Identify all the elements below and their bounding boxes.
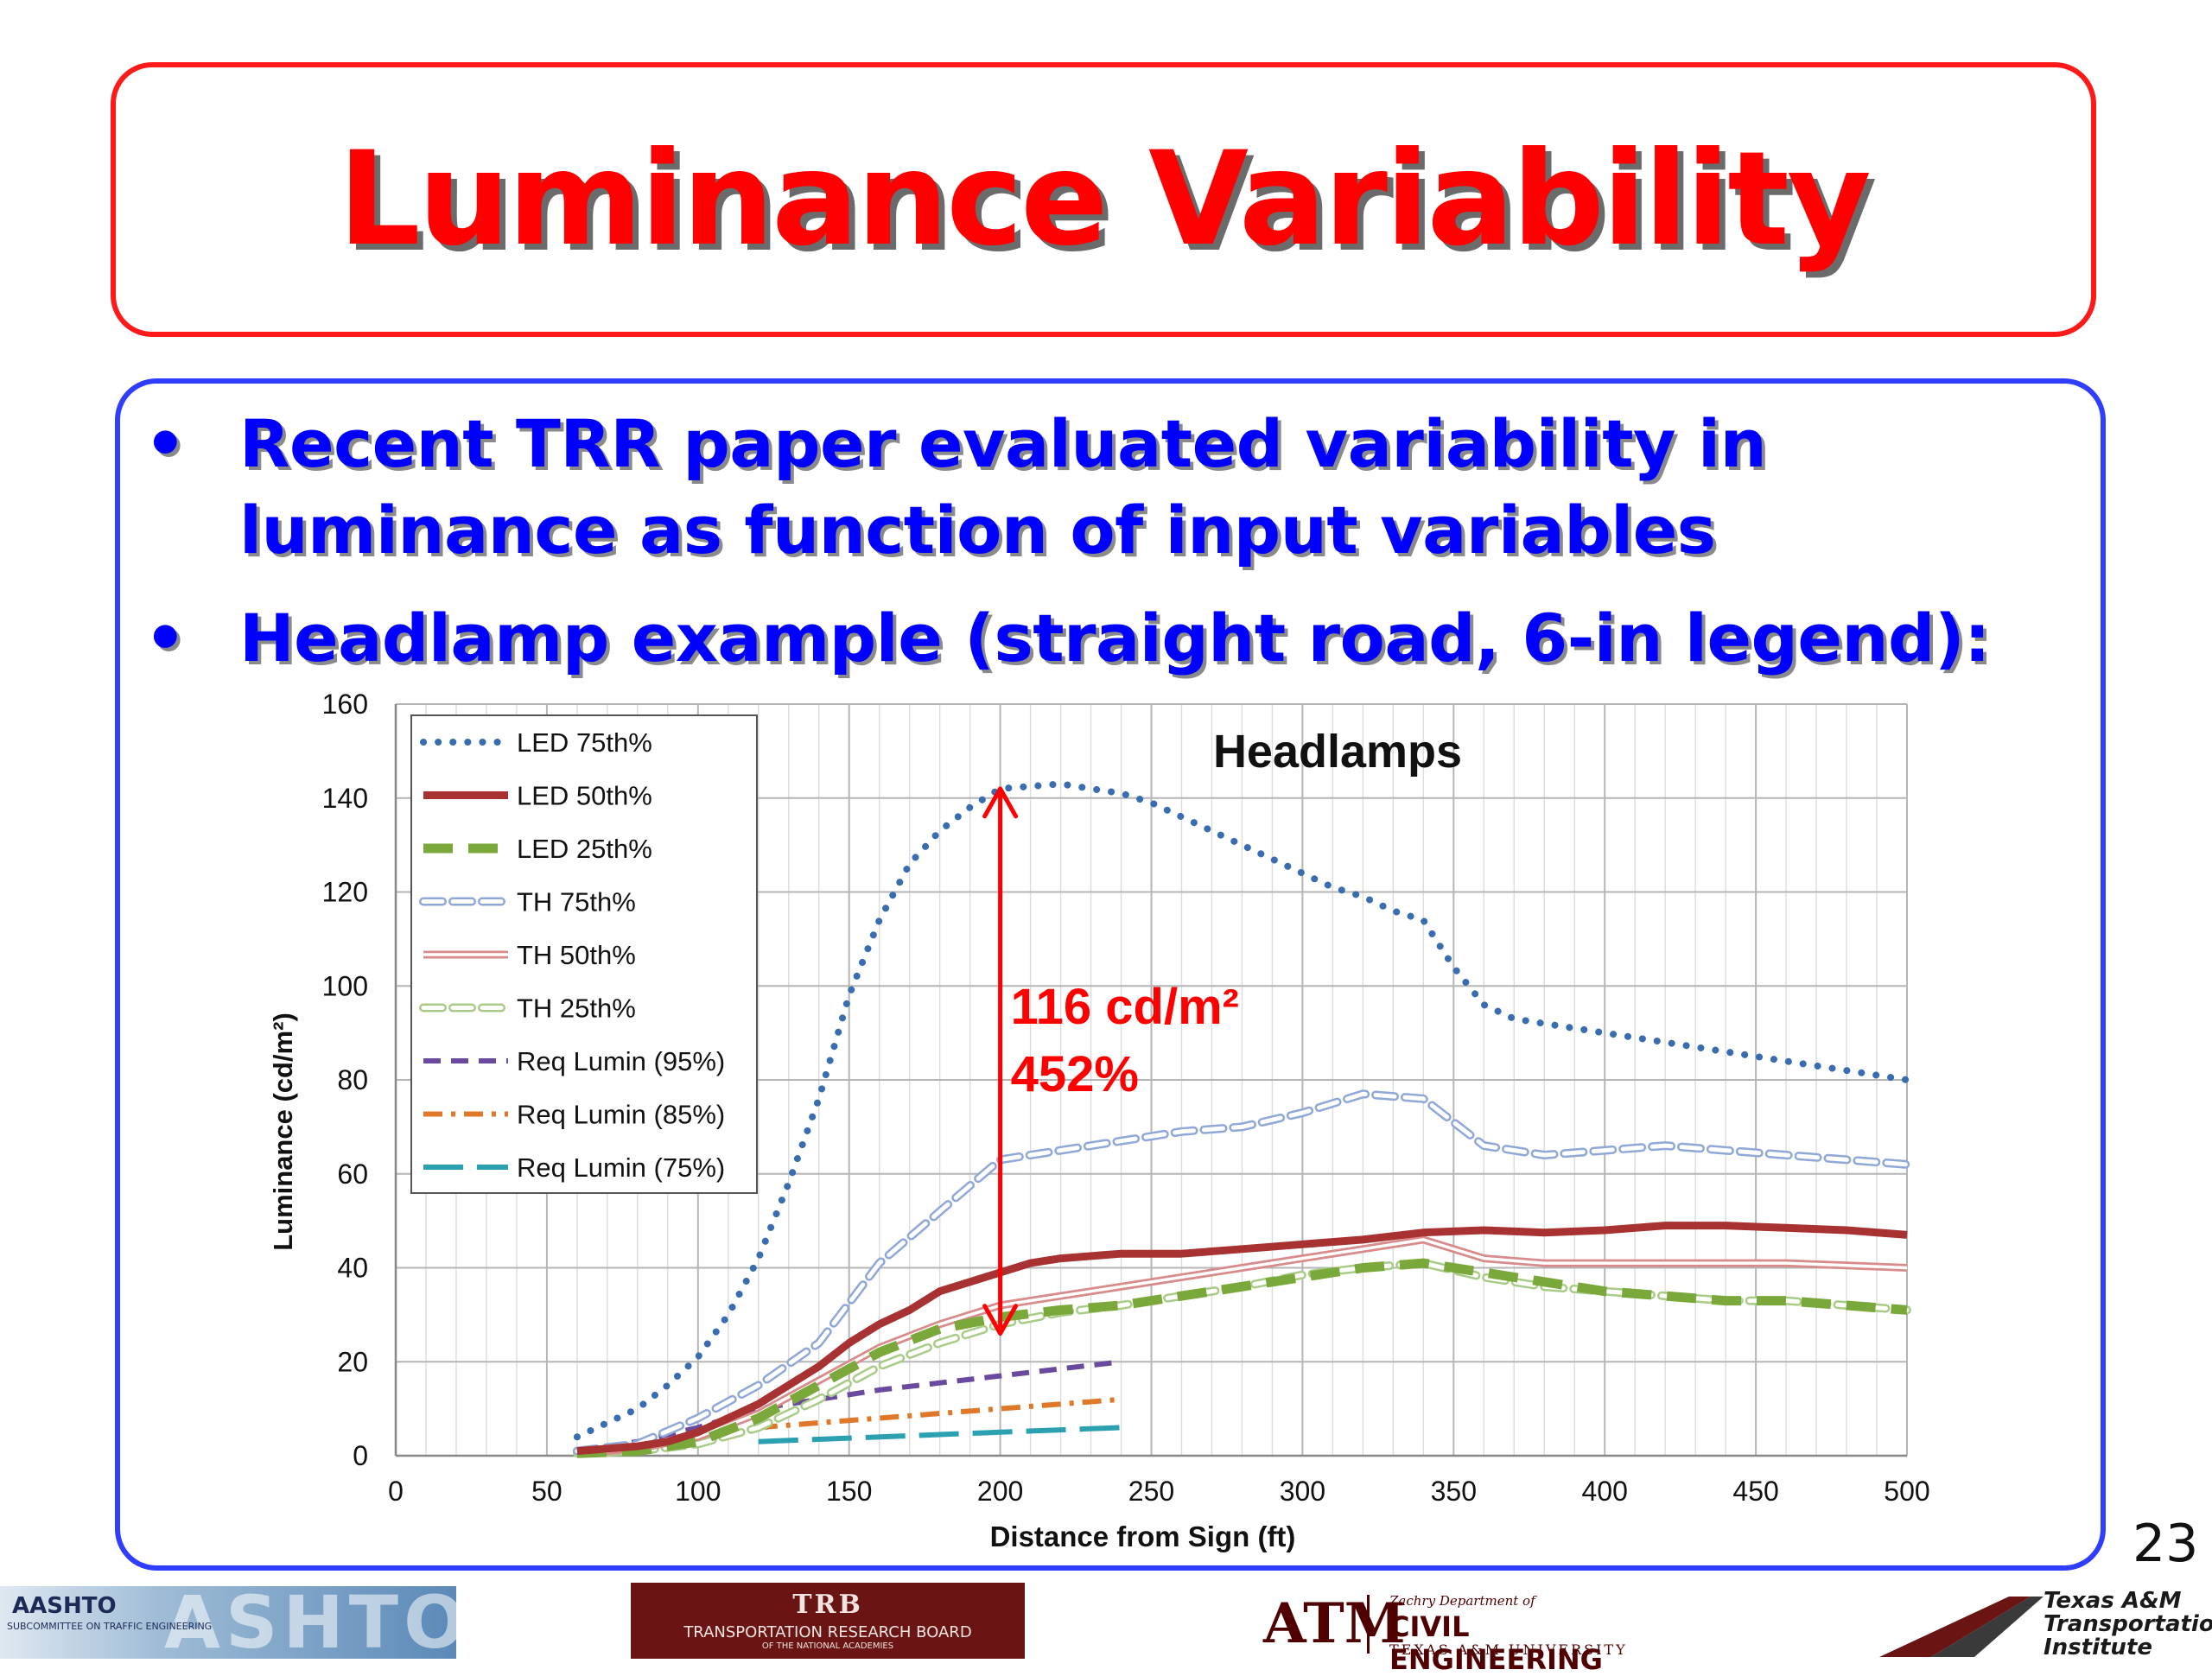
series-line bbox=[758, 1425, 1122, 1444]
bullet-2-text: Headlamp example (straight road, 6-in le… bbox=[239, 600, 1991, 676]
series-line bbox=[575, 1091, 1910, 1454]
trb-main-text: TRB bbox=[792, 1590, 863, 1620]
legend-label: Req Lumin (95%) bbox=[517, 1046, 725, 1076]
bullet-dot-icon: • bbox=[144, 405, 187, 482]
x-tick-label: 200 bbox=[977, 1476, 1023, 1507]
series-req-lumin-75 bbox=[758, 1425, 1122, 1444]
x-tick-label: 450 bbox=[1732, 1476, 1778, 1507]
annotation-arrowhead-bottom bbox=[982, 1304, 1019, 1336]
y-tick-label: 80 bbox=[337, 1064, 368, 1095]
y-tick-label: 100 bbox=[322, 970, 368, 1001]
series-th-75th bbox=[572, 1089, 1911, 1456]
tti-road-icon bbox=[1879, 1597, 2044, 1657]
bullet-1-text-2: luminance as function of input variables bbox=[239, 492, 1716, 568]
x-tick-label: 0 bbox=[388, 1476, 404, 1507]
aashto-sub-text: SUBCOMMITTEE ON TRAFFIC ENGINEERING bbox=[7, 1621, 213, 1632]
legend-label: Req Lumin (85%) bbox=[517, 1100, 725, 1130]
aashto-main-text: AASHTO bbox=[12, 1593, 117, 1619]
legend-label: TH 25th% bbox=[517, 994, 636, 1024]
series-line bbox=[576, 1222, 1908, 1456]
tamu-divider bbox=[1367, 1595, 1370, 1654]
y-tick-label: 40 bbox=[337, 1253, 368, 1284]
legend-label: LED 75th% bbox=[517, 727, 652, 758]
series-led-25th bbox=[576, 1258, 1908, 1458]
bullet-dot-icon: • bbox=[144, 600, 187, 676]
legend-label: TH 75th% bbox=[517, 887, 636, 917]
tamu-line-1: Zachry Department of bbox=[1389, 1593, 1535, 1609]
tamu-mark: ATM bbox=[1263, 1591, 1406, 1656]
y-tick-label: 0 bbox=[353, 1440, 368, 1471]
chart-title: Headlamps bbox=[1213, 726, 1462, 778]
slide-title: Luminance Variability bbox=[338, 124, 1872, 275]
x-tick-label: 150 bbox=[826, 1476, 872, 1507]
tti-line-3: Institute bbox=[2044, 1635, 2153, 1660]
x-tick-label: 300 bbox=[1280, 1476, 1325, 1507]
y-tick-label: 160 bbox=[322, 689, 368, 720]
x-tick-label: 500 bbox=[1884, 1476, 1929, 1507]
legend-label: LED 50th% bbox=[517, 781, 652, 811]
y-axis-label: Luminance (cd/m²) bbox=[268, 1013, 298, 1251]
page-number: 23 bbox=[2133, 1514, 2199, 1574]
legend-label: TH 50th% bbox=[517, 940, 636, 970]
legend-label: LED 25th% bbox=[517, 834, 652, 864]
tamu-line-3: TEXAS A&M UNIVERSITY bbox=[1389, 1641, 1628, 1658]
x-tick-label: 400 bbox=[1582, 1476, 1628, 1507]
x-axis-label: Distance from Sign (ft) bbox=[990, 1520, 1296, 1552]
aashto-logo: ASHTO AASHTO SUBCOMMITTEE ON TRAFFIC ENG… bbox=[0, 1586, 466, 1659]
y-tick-label: 20 bbox=[337, 1346, 368, 1377]
tti-line-1: Texas A&M bbox=[2044, 1588, 2182, 1614]
trb-sub2-text: OF THE NATIONAL ACADEMIES bbox=[761, 1641, 894, 1651]
x-tick-label: 350 bbox=[1431, 1476, 1477, 1507]
tti-line-2: Transportation bbox=[2044, 1611, 2212, 1637]
x-tick-label: 50 bbox=[531, 1476, 563, 1507]
series-line bbox=[573, 780, 1910, 1441]
series-req-lumin-85 bbox=[758, 1396, 1122, 1431]
x-tick-label: 100 bbox=[675, 1476, 721, 1507]
trb-logo: TRB TRANSPORTATION RESEARCH BOARD OF THE… bbox=[631, 1583, 1025, 1659]
annotation-text-percent: 452% bbox=[1011, 1046, 1139, 1102]
legend-label: Req Lumin (75%) bbox=[517, 1152, 725, 1183]
trb-sub-text: TRANSPORTATION RESEARCH BOARD bbox=[683, 1623, 972, 1641]
y-tick-label: 60 bbox=[337, 1159, 368, 1190]
content-box: • Recent TRR paper evaluated variability… bbox=[115, 378, 2106, 1571]
series-line bbox=[576, 1258, 1908, 1458]
x-tick-label: 250 bbox=[1128, 1476, 1174, 1507]
series-led-75th bbox=[573, 780, 1910, 1441]
bullet-1-text-1: Recent TRR paper evaluated variability i… bbox=[239, 405, 1767, 482]
y-tick-label: 140 bbox=[322, 783, 368, 814]
headlamps-chart: 0 50 100 150 200 250 300 350 400 450 500 0 20 40 60 80 1… bbox=[268, 689, 1930, 1552]
annotation-text-value: 116 cd/m² bbox=[1011, 979, 1239, 1035]
annotation-arrowhead-top bbox=[982, 786, 1019, 819]
series-line bbox=[758, 1396, 1122, 1431]
y-tick-label: 120 bbox=[322, 877, 368, 908]
aashto-ghost-text: ASHTO bbox=[164, 1580, 471, 1665]
tti-logo: Texas A&M Transportation Institute bbox=[1879, 1588, 2212, 1660]
series-led-50th bbox=[576, 1222, 1908, 1456]
tti-text: Texas A&M Transportation Institute bbox=[2044, 1590, 2212, 1660]
tamu-logo: ATM Zachry Department of CIVIL ENGINEERI… bbox=[1263, 1590, 1669, 1676]
title-box: Luminance Variability bbox=[111, 62, 2096, 337]
